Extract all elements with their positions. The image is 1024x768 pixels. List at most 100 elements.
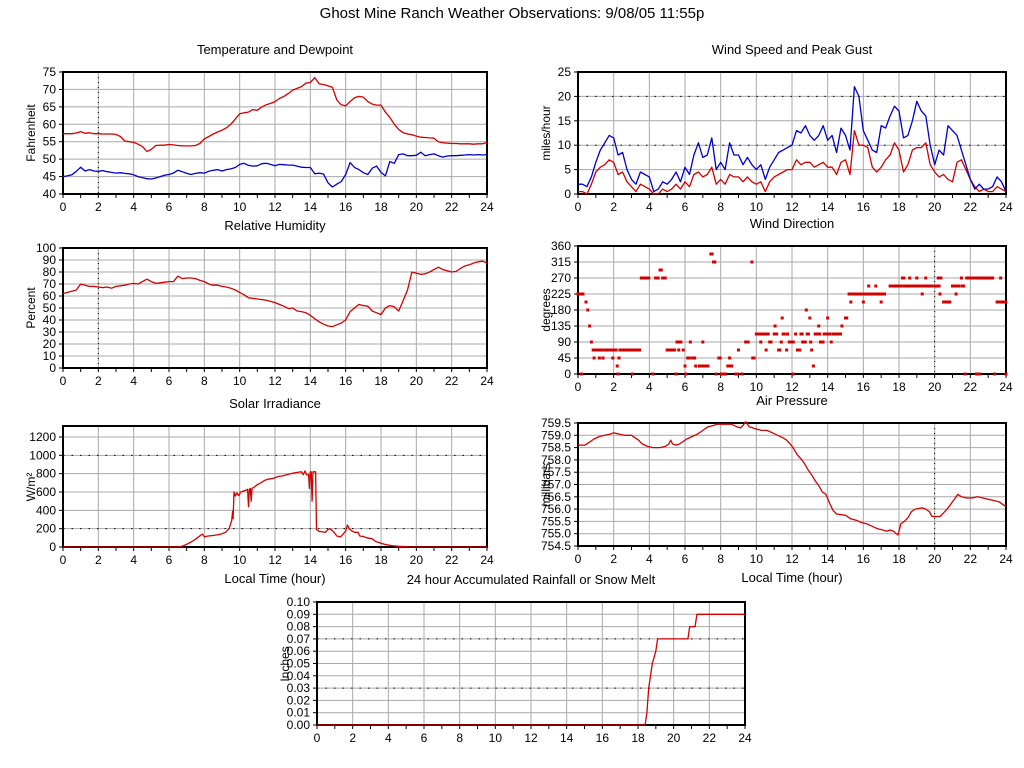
- wind-direction-marker: [750, 260, 754, 264]
- wind-direction-marker: [798, 348, 802, 352]
- solar-irradiance-plot: 0 2 4 6 8 10 12 14 16 18 20 22 240200400600800100012…: [29, 425, 494, 567]
- y-tick-label: 100: [36, 241, 56, 255]
- wind-direction-marker: [810, 348, 814, 352]
- wind-direction-marker: [787, 340, 791, 344]
- wind-direction-marker: [794, 332, 798, 336]
- wind-direction-marker: [883, 292, 887, 296]
- y-tick-label: 0.10: [287, 595, 311, 609]
- wind-direction-marker: [1004, 372, 1008, 376]
- x-tick-label: 4: [385, 731, 392, 745]
- x-tick-label: 16: [339, 374, 353, 388]
- x-tick-label: 24: [999, 200, 1013, 214]
- y-tick-label: 10: [43, 349, 57, 363]
- wind-direction-marker: [718, 356, 722, 360]
- wind-direction-marker: [663, 276, 667, 280]
- plot-frame: [577, 71, 1007, 195]
- wind-direction-marker: [803, 340, 807, 344]
- y-tick-label: 0.07: [287, 632, 311, 646]
- wind-direction-marker: [673, 348, 677, 352]
- x-tick-label: 24: [480, 553, 494, 567]
- wind-direction-marker: [974, 276, 978, 280]
- y-tick-label: 45: [43, 170, 57, 184]
- series: [576, 252, 1008, 376]
- wind-direction-marker: [899, 284, 903, 288]
- chart-title: 24 hour Accumulated Rainfall or Snow Mel…: [406, 572, 656, 587]
- y-tick-label: 5: [564, 163, 571, 177]
- wind-direction-marker: [930, 284, 934, 288]
- x-tick-label: 14: [304, 374, 318, 388]
- y-tick-label: 1200: [29, 430, 56, 444]
- x-tick-label: 8: [717, 552, 724, 566]
- x-tick-label: 6: [166, 553, 173, 567]
- x-tick-label: 20: [928, 380, 942, 394]
- y-tick-label: 225: [551, 287, 571, 301]
- wind-direction-marker: [714, 372, 718, 376]
- x-tick-label: 24: [738, 731, 752, 745]
- x-tick-label: 6: [682, 552, 689, 566]
- wind-direction-marker: [915, 276, 919, 280]
- ticks: 0 2 4 6 8 10 12 14 16 18 20 22 240459013518022527031…: [551, 239, 1013, 394]
- x-tick-label: 2: [95, 553, 102, 567]
- wind-direction-marker: [589, 340, 593, 344]
- x-tick-label: 2: [610, 552, 617, 566]
- x-tick-label: 20: [410, 553, 424, 567]
- wind-direction-marker: [713, 260, 717, 264]
- x-tick-label: 22: [964, 552, 978, 566]
- x-tick-label: 10: [233, 374, 247, 388]
- x-tick-label: 12: [268, 374, 282, 388]
- gridlines: [63, 248, 487, 368]
- x-tick-label: 14: [821, 200, 835, 214]
- wind-direction-marker: [779, 340, 783, 344]
- x-tick-label: 8: [201, 374, 208, 388]
- chart-relative-humidity: Relative Humidity Percent 0 2 4 6 8 10 12 14 16 1…: [11, 218, 509, 394]
- y-tick-label: 70: [43, 82, 57, 96]
- y-tick-label: 0.09: [287, 607, 311, 621]
- gridlines: [63, 426, 487, 547]
- wind-direction-marker: [763, 332, 767, 336]
- wind-direction-marker: [804, 308, 808, 312]
- x-tick-label: 22: [445, 200, 459, 214]
- wind-direction-marker: [647, 276, 651, 280]
- wind-direction-marker: [597, 356, 601, 360]
- x-tick-label: 14: [560, 731, 574, 745]
- wind-direction-marker: [962, 284, 966, 288]
- y-tick-label: 0.04: [287, 669, 311, 683]
- y-tick-label: 20: [43, 337, 57, 351]
- wind-direction-marker: [975, 276, 979, 280]
- wind-direction-marker: [906, 284, 910, 288]
- wind-direction-marker: [629, 348, 633, 352]
- ticks: 0 2 4 6 8 10 12 14 16 18 20 22 240102030405060708090…: [36, 241, 494, 388]
- y-tick-label: 0: [49, 540, 56, 554]
- x-tick-label: 0: [60, 200, 67, 214]
- relative-humidity-line: [62, 260, 488, 328]
- wind-direction-marker: [806, 332, 810, 336]
- y-tick-label: 360: [551, 239, 571, 253]
- series: [578, 85, 1007, 195]
- x-tick-label: 24: [480, 374, 494, 388]
- wind-direction-marker: [816, 332, 820, 336]
- wind-direction-marker: [726, 364, 730, 368]
- x-tick-label: 12: [785, 380, 799, 394]
- x-tick-label: 20: [410, 374, 424, 388]
- x-tick-label: 20: [667, 731, 681, 745]
- wind-direction-marker: [601, 356, 605, 360]
- wind-direction-marker: [730, 364, 734, 368]
- wind-direction-marker: [614, 348, 618, 352]
- wind-direction-marker: [849, 300, 853, 304]
- wind-direction-marker: [617, 356, 621, 360]
- wind-direction-marker: [918, 284, 922, 288]
- x-tick-label: 2: [95, 374, 102, 388]
- x-tick-label: 24: [999, 380, 1013, 394]
- solar-irradiance-line: [63, 470, 487, 548]
- wind-direction-marker: [615, 364, 619, 368]
- x-tick-label: 22: [964, 200, 978, 214]
- wind-direction-marker: [782, 332, 786, 336]
- x-tick-label: 16: [857, 380, 871, 394]
- wind-direction-marker: [938, 292, 942, 296]
- wind-direction-marker: [584, 300, 588, 304]
- y-tick-label: 0.03: [287, 681, 311, 695]
- y-tick-label: 90: [43, 253, 57, 267]
- wind-direction-marker: [874, 284, 878, 288]
